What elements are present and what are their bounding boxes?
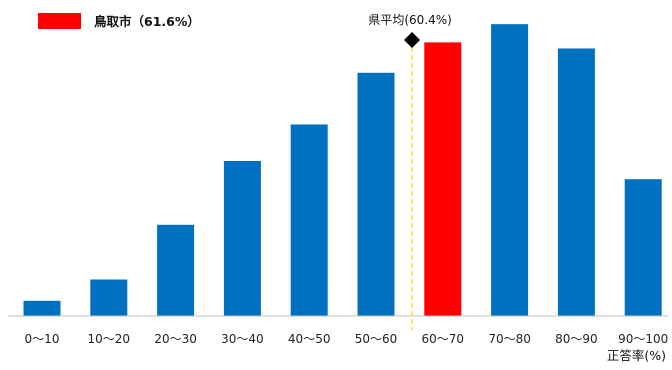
legend-swatch	[38, 13, 81, 29]
bar	[624, 179, 662, 316]
average-marker	[404, 32, 421, 48]
average-label: 県平均(60.4%)	[368, 13, 452, 27]
x-axis-title: 正答率(%)	[607, 348, 666, 363]
bar	[157, 224, 195, 316]
x-tick-label: 30～40	[221, 332, 264, 346]
bars-group	[23, 24, 662, 317]
x-tick-label: 0～10	[25, 332, 60, 346]
x-tick-label: 60～70	[422, 332, 465, 346]
bar	[290, 124, 328, 316]
x-tick-label: 80～90	[555, 332, 598, 346]
bar	[23, 300, 61, 316]
bar	[357, 72, 395, 316]
bar	[223, 160, 261, 316]
x-tick-label: 20～30	[154, 332, 197, 346]
bar-highlight	[424, 42, 462, 317]
legend-label: 鳥取市（61.6%）	[94, 14, 200, 29]
x-tick-label: 50～60	[355, 332, 398, 346]
x-tick-label: 10～20	[88, 332, 131, 346]
bar	[90, 279, 128, 316]
x-tick-label: 70～80	[488, 332, 531, 346]
bar	[557, 48, 595, 316]
bar	[491, 24, 529, 316]
x-tick-label: 40～50	[288, 332, 331, 346]
x-tick-labels: 0～10 10～20 20～30 30～40 40～50 50～60 60～70 70～80 8…	[25, 332, 669, 346]
x-tick-label: 90～100	[618, 332, 668, 346]
